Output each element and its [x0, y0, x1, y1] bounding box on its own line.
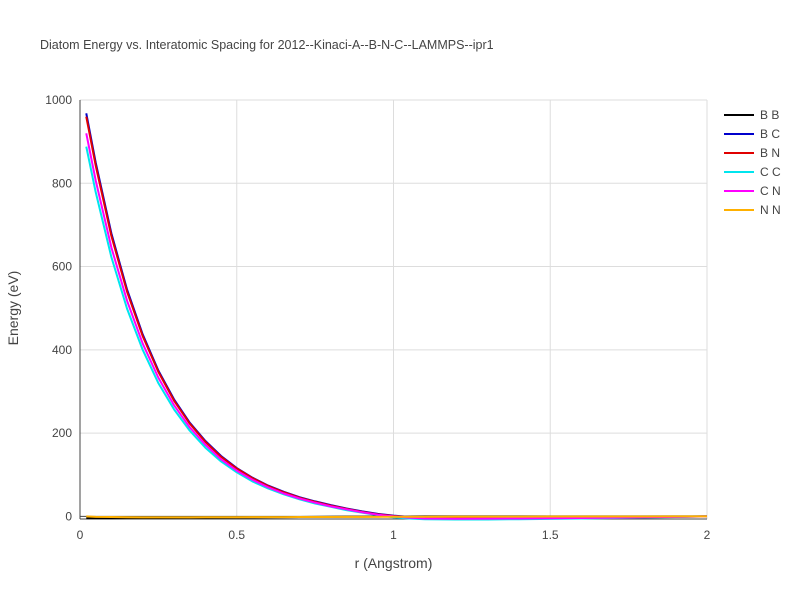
legend-label: B B	[760, 108, 779, 122]
legend-item-c-c[interactable]: C C	[724, 165, 781, 179]
y-tick-label: 600	[52, 260, 72, 274]
legend-item-b-n[interactable]: B N	[724, 146, 780, 160]
legend-label: B C	[760, 127, 780, 141]
y-tick-label: 200	[52, 426, 72, 440]
x-tick-label: 2	[704, 528, 711, 542]
x-tick-label: 0.5	[228, 528, 245, 542]
legend[interactable]: B B B C B N C C C N N N	[724, 108, 781, 217]
legend-label: N N	[760, 203, 781, 217]
y-tick-label: 400	[52, 343, 72, 357]
y-tick-label: 1000	[45, 93, 72, 107]
y-tick-label: 0	[65, 509, 72, 523]
x-tick-label: 0	[77, 528, 84, 542]
y-axis-label: Energy (eV)	[5, 270, 21, 346]
legend-label: B N	[760, 146, 780, 160]
legend-item-c-n[interactable]: C N	[724, 184, 781, 198]
series-line-b-c	[85, 113, 707, 519]
legend-item-b-b[interactable]: B B	[724, 108, 779, 122]
plot-area	[85, 113, 707, 521]
legend-item-n-n[interactable]: N N	[724, 203, 781, 217]
x-tick-label: 1.5	[542, 528, 559, 542]
tick-labels: 0 0.5 1 1.5 2 0 200 400 600 800 1000	[45, 93, 710, 542]
series-line-c-c	[85, 146, 707, 521]
chart-title: Diatom Energy vs. Interatomic Spacing fo…	[40, 38, 494, 52]
x-axis-label: r (Angstrom)	[354, 555, 433, 571]
y-tick-label: 800	[52, 176, 72, 190]
legend-label: C N	[760, 184, 781, 198]
legend-label: C C	[760, 165, 781, 179]
series-line-n-n	[86, 515, 707, 519]
grid	[80, 99, 708, 519]
series-line-c-n	[85, 133, 707, 520]
series-line-b-n	[85, 116, 707, 520]
x-tick-label: 1	[390, 528, 397, 542]
legend-item-b-c[interactable]: B C	[724, 127, 780, 141]
